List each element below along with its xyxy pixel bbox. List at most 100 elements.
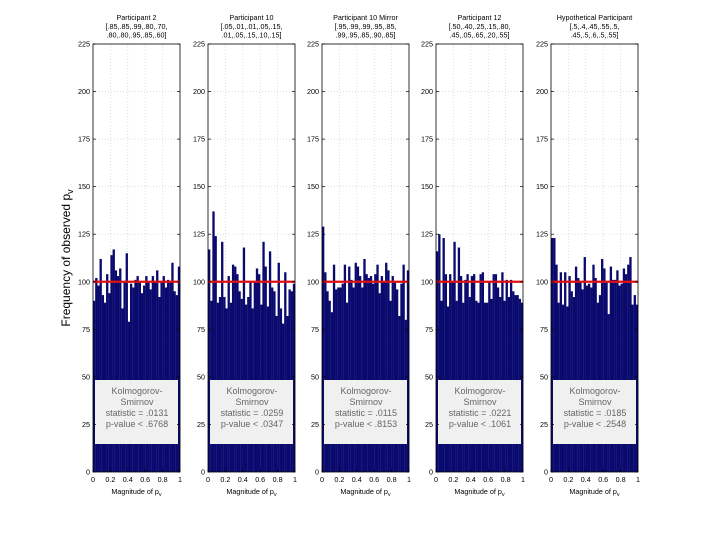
- y-tick-label: 100: [307, 277, 319, 286]
- x-tick-label: 0.8: [158, 475, 168, 484]
- histogram-bar: [231, 264, 235, 472]
- histogram-bar: [622, 268, 626, 472]
- histogram-bar: [492, 274, 495, 472]
- histogram-bar: [123, 281, 126, 472]
- histogram-bar: [374, 274, 377, 472]
- histogram-bar: [559, 272, 563, 472]
- y-tick-label: 150: [78, 182, 90, 191]
- histogram-bar: [221, 241, 224, 472]
- y-tick-label: 225: [78, 40, 90, 49]
- y-tick-label: 225: [193, 40, 205, 49]
- x-tick-label: 0.8: [387, 475, 397, 484]
- histogram-bar: [590, 287, 593, 472]
- y-tick-label: 75: [197, 325, 205, 334]
- histogram-bar: [387, 270, 390, 472]
- y-tick-label: 25: [311, 420, 319, 429]
- panel-title: Hypothetical Participant: [557, 13, 633, 22]
- histogram-bar: [555, 264, 558, 472]
- stats-box: [324, 380, 407, 444]
- histogram-bar: [125, 253, 128, 472]
- y-tick-label: 150: [536, 182, 548, 191]
- histogram-bar: [110, 255, 113, 472]
- histogram-bar: [147, 281, 150, 472]
- histogram-bar: [577, 277, 580, 472]
- stats-text: p-value < .0347: [221, 419, 283, 429]
- panel-subtitle: .99,.95,.85,.90,.85]: [336, 31, 396, 40]
- panel-subtitle: .45,.05,.65,.20,.55]: [450, 31, 510, 40]
- y-tick-label: 25: [540, 420, 548, 429]
- histogram-bar: [365, 274, 368, 472]
- histogram-bar: [262, 241, 265, 472]
- histogram-bar: [119, 268, 122, 472]
- stats-text: Smirnov: [120, 397, 154, 407]
- histogram-bar: [564, 272, 567, 472]
- histogram-bar: [494, 274, 498, 472]
- histogram-bar: [496, 287, 500, 472]
- x-tick-label: 0.4: [581, 475, 591, 484]
- y-tick-label: 25: [425, 420, 433, 429]
- histogram-bar: [341, 283, 344, 472]
- y-tick-label: 0: [315, 468, 319, 477]
- stats-text: Kolmogorov-: [340, 386, 391, 396]
- x-tick-label: 0.4: [123, 475, 133, 484]
- y-tick-label: 0: [201, 468, 205, 477]
- histogram-bar: [93, 300, 96, 472]
- y-tick-label: 200: [78, 87, 90, 96]
- histogram-bar: [470, 276, 474, 472]
- histogram-bar: [234, 266, 237, 472]
- histogram-bar: [629, 257, 632, 472]
- histogram-bar: [457, 247, 461, 472]
- stats-text: Smirnov: [235, 397, 269, 407]
- histogram-bar: [380, 276, 384, 472]
- histogram-bar: [352, 287, 355, 472]
- histogram-bar: [583, 257, 586, 472]
- histogram-bar: [236, 274, 239, 472]
- histogram-bar: [156, 270, 159, 472]
- stats-text: Kolmogorov-: [569, 386, 620, 396]
- histogram-bar: [171, 262, 174, 472]
- histogram-bar: [624, 274, 628, 472]
- histogram-bar: [609, 266, 613, 472]
- y-tick-label: 175: [193, 135, 205, 144]
- histogram-bar: [605, 281, 608, 472]
- stats-text: Kolmogorov-: [226, 386, 277, 396]
- histogram-bar: [343, 264, 347, 472]
- axes-frame: [207, 43, 296, 473]
- histogram-bar: [356, 266, 360, 472]
- histogram-bar: [138, 281, 141, 472]
- panel-subtitle: .80,.80,.95,.85,.60]: [107, 31, 167, 40]
- y-tick-label: 25: [82, 420, 90, 429]
- stats-box: [210, 380, 293, 444]
- y-tick-label: 125: [193, 230, 205, 239]
- y-tick-label: 225: [307, 40, 319, 49]
- histogram-bar: [587, 283, 591, 472]
- histogram-bar: [406, 270, 410, 472]
- stats-text: statistic = .0185: [564, 408, 627, 418]
- histogram-bar: [227, 276, 230, 472]
- histogram-bar: [620, 283, 623, 472]
- histogram-bar: [551, 238, 554, 472]
- y-tick-label: 0: [86, 468, 90, 477]
- histogram-bar: [271, 287, 274, 472]
- histogram-bar: [255, 268, 259, 472]
- histogram-bar: [268, 251, 272, 472]
- x-tick-label: 0.2: [448, 475, 458, 484]
- x-tick-label: 0.4: [238, 475, 248, 484]
- stats-text: statistic = .0131: [106, 408, 169, 418]
- x-tick-label: 0.4: [352, 475, 362, 484]
- stats-box: [438, 380, 521, 444]
- axes-frame: [435, 43, 524, 473]
- histogram-bar: [451, 281, 454, 472]
- histogram-bar: [400, 283, 403, 472]
- x-tick-label: 1: [521, 475, 525, 484]
- histogram-bar: [322, 226, 325, 472]
- histogram-bar: [603, 268, 606, 472]
- histogram-bar: [367, 277, 370, 472]
- histogram-bar: [438, 234, 441, 472]
- histogram-bar: [391, 276, 394, 472]
- y-tick-label: 50: [311, 372, 319, 381]
- y-tick-label: 0: [544, 468, 548, 477]
- histogram-bar: [292, 283, 296, 472]
